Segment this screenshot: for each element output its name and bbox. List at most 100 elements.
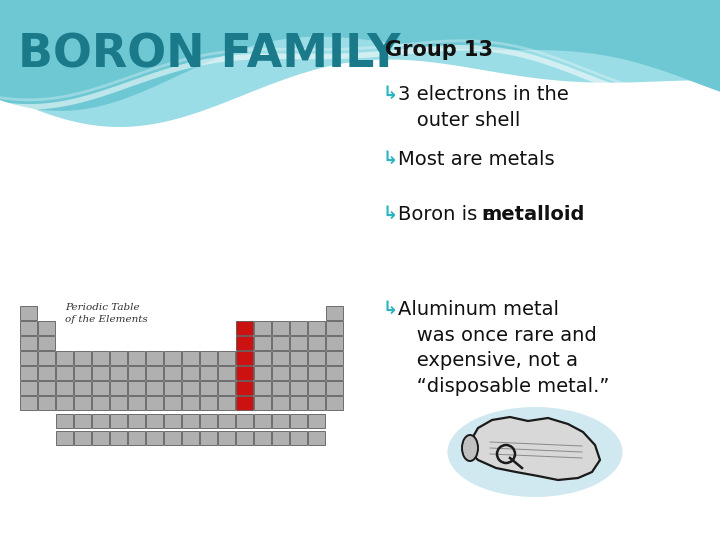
Bar [272,431,289,445]
Bar [326,366,343,380]
Bar [308,381,325,395]
Bar [74,414,91,428]
Bar [128,381,145,395]
Bar [290,431,307,445]
Bar [110,431,127,445]
Bar [218,431,235,445]
Bar [236,414,253,428]
Bar [164,381,181,395]
Bar [110,381,127,395]
Bar [146,351,163,365]
Bar [92,431,109,445]
Bar [200,431,217,445]
Bar [182,351,199,365]
Text: ↳: ↳ [383,205,398,223]
Text: Group 13: Group 13 [385,40,493,60]
Text: Most are metals: Most are metals [398,150,554,169]
Bar [20,306,37,320]
Bar [20,321,37,335]
Bar [290,321,307,335]
Bar [326,351,343,365]
Bar [164,366,181,380]
Bar [236,396,253,410]
Bar [20,351,37,365]
Bar [200,366,217,380]
Bar [56,351,73,365]
Bar [110,351,127,365]
Bar [218,351,235,365]
Bar [272,396,289,410]
Bar [110,366,127,380]
Bar [218,381,235,395]
Bar [164,431,181,445]
Bar [290,396,307,410]
Bar [308,321,325,335]
Bar [38,321,55,335]
Text: metalloid: metalloid [481,205,585,224]
Bar [326,321,343,335]
Text: Aluminum metal
   was once rare and
   expensive, not a
   “disposable metal.”: Aluminum metal was once rare and expensi… [398,300,609,396]
Ellipse shape [462,435,478,461]
Bar [200,381,217,395]
Bar [38,366,55,380]
Bar [20,336,37,350]
Text: Boron is a: Boron is a [398,205,502,224]
Bar [38,351,55,365]
Bar [56,366,73,380]
Bar [326,336,343,350]
Bar [236,366,253,380]
Text: ↳: ↳ [383,300,398,318]
Bar [200,351,217,365]
Polygon shape [0,0,720,127]
Bar [290,366,307,380]
Bar [74,366,91,380]
Bar [110,414,127,428]
Bar [182,396,199,410]
Bar [254,351,271,365]
Bar [128,396,145,410]
Bar [254,321,271,335]
Bar [254,366,271,380]
Bar [74,431,91,445]
Bar [254,414,271,428]
Bar [20,396,37,410]
Bar [272,336,289,350]
Bar [56,381,73,395]
Bar [326,306,343,320]
Bar [308,414,325,428]
Bar [182,366,199,380]
Bar [200,396,217,410]
Bar [218,396,235,410]
Bar [92,351,109,365]
Bar [236,431,253,445]
Bar [182,414,199,428]
Bar [290,414,307,428]
Bar [236,381,253,395]
Polygon shape [0,0,720,111]
Bar [92,414,109,428]
Bar [272,351,289,365]
Bar [56,431,73,445]
Bar [182,431,199,445]
Bar [236,351,253,365]
Text: Periodic Table
of the Elements: Periodic Table of the Elements [65,303,148,324]
Bar [290,381,307,395]
Bar [254,396,271,410]
Bar [146,431,163,445]
Bar [308,336,325,350]
Bar [182,381,199,395]
Bar [272,366,289,380]
Bar [74,351,91,365]
Bar [254,431,271,445]
Bar [290,351,307,365]
Bar [200,414,217,428]
Bar [272,414,289,428]
Bar [218,414,235,428]
Bar [236,336,253,350]
Bar [128,351,145,365]
Bar [308,366,325,380]
Bar [56,414,73,428]
Bar [218,366,235,380]
Bar [110,396,127,410]
Bar [74,381,91,395]
